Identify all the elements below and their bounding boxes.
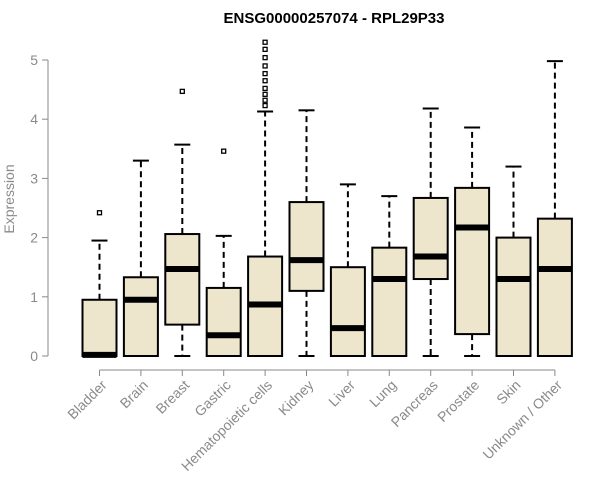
y-axis: 0 1 2 3 4 5	[30, 52, 49, 364]
box-iqr	[536, 217, 573, 357]
outlier-point	[262, 54, 268, 61]
x-tick-label: Breast	[152, 377, 192, 417]
y-tick-label: 1	[30, 289, 38, 305]
outlier-point	[262, 39, 268, 45]
outlier-point	[262, 102, 268, 109]
box-liver	[329, 183, 366, 358]
outlier-point	[262, 78, 268, 84]
box-brain	[122, 159, 159, 358]
box-iqr	[122, 276, 159, 358]
x-tick-label: Lung	[366, 377, 399, 410]
outlier-point	[262, 70, 268, 77]
x-tick-label: Brain	[117, 377, 151, 411]
box-gastric	[205, 148, 242, 358]
box-bladder	[81, 210, 118, 358]
box-breast	[164, 88, 201, 357]
y-tick-label: 3	[30, 170, 38, 186]
x-tick-label: Bladder	[64, 377, 110, 423]
box-unknown-other	[536, 60, 573, 357]
outlier-point	[96, 210, 103, 216]
chart-title: ENSG00000257074 - RPL29P33	[224, 10, 445, 27]
box-iqr	[454, 186, 491, 336]
box-iqr	[81, 298, 118, 358]
box-hematopoietic-cells	[247, 39, 284, 358]
box-iqr	[412, 196, 449, 281]
box-iqr	[495, 236, 532, 358]
x-tick-label: Prostate	[434, 377, 482, 425]
outlier-point	[262, 63, 268, 69]
y-tick-label: 2	[30, 230, 38, 246]
box-skin	[495, 165, 532, 358]
box-pancreas	[412, 107, 449, 357]
box-prostate	[454, 126, 491, 357]
box-iqr	[205, 286, 242, 358]
outlier-point	[221, 148, 227, 154]
y-tick-label: 0	[30, 348, 38, 364]
plot-area	[81, 39, 573, 358]
outlier-point	[262, 46, 268, 52]
box-iqr	[164, 233, 201, 326]
x-tick-label: Skin	[493, 377, 524, 408]
y-axis-label: Expression	[1, 164, 17, 233]
outlier-point	[179, 88, 185, 95]
box-kidney	[288, 109, 325, 357]
outlier-point	[262, 91, 268, 97]
box-iqr	[371, 246, 408, 357]
x-tick-label: Liver	[325, 377, 358, 410]
box-iqr	[288, 201, 325, 292]
x-tick-label: Kidney	[275, 377, 317, 419]
box-lung	[371, 195, 408, 357]
box-iqr	[329, 266, 366, 358]
outlier-point	[262, 85, 268, 92]
y-tick-label: 4	[30, 111, 38, 127]
y-tick-label: 5	[30, 52, 38, 68]
outlier-point	[262, 97, 268, 103]
x-tick-label: Unknown / Other	[479, 377, 565, 463]
